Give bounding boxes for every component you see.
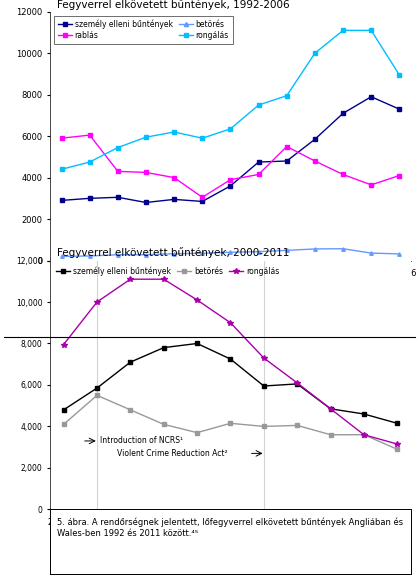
Legend: személy elleni bűntények, betörés, rongálás: személy elleni bűntények, betörés, rongá… (54, 264, 282, 278)
Legend: személy elleni bűntények, rablás, betörés, rongálás: személy elleni bűntények, rablás, betöré… (54, 16, 233, 44)
Text: Introduction of NCRS¹: Introduction of NCRS¹ (100, 437, 184, 445)
Text: 5. ábra. A rendőrségnek jelentett, lőfegyverrel elkövetett bűntények Angliában é: 5. ábra. A rendőrségnek jelentett, lőfeg… (57, 517, 403, 539)
Text: Violent Crime Reduction Act²: Violent Crime Reduction Act² (117, 449, 228, 458)
Text: Fegyverrel elkövetett bűntények, 2000-2011: Fegyverrel elkövetett bűntények, 2000-20… (57, 247, 290, 258)
Text: Fegyverrel elkövetett bűntények, 1992-2006: Fegyverrel elkövetett bűntények, 1992-20… (57, 0, 290, 9)
